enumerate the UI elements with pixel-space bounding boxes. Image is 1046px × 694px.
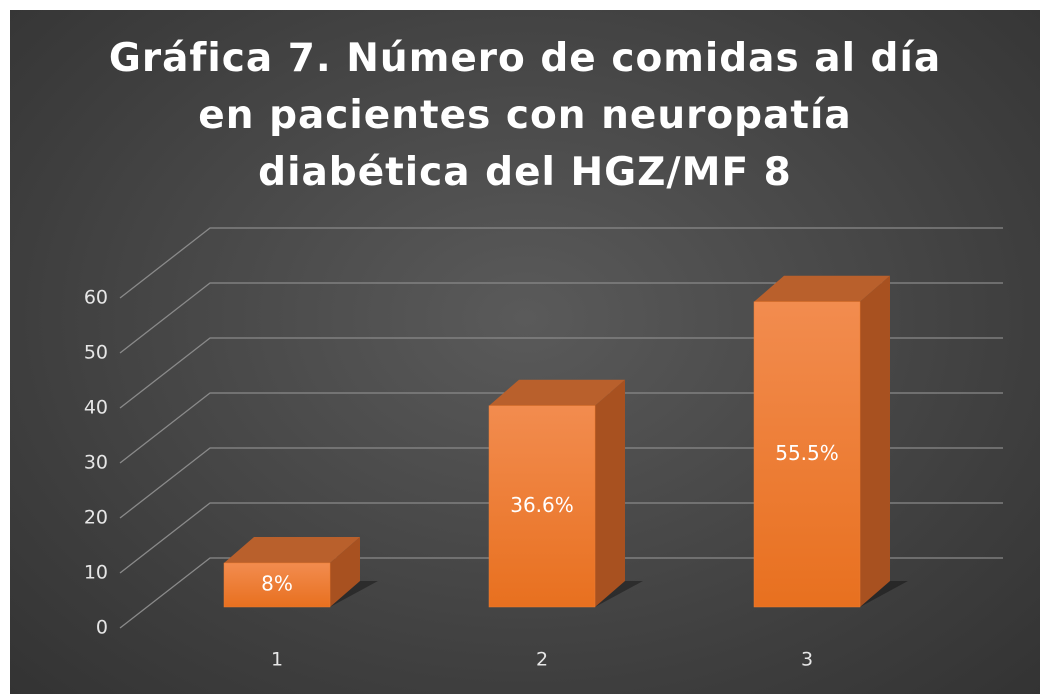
y-tick-label: 40 xyxy=(84,397,108,419)
grid-line xyxy=(119,392,1003,464)
bar xyxy=(488,405,596,608)
chart: 0 10 20 30 40 50 60 1 8% 2 36.6% 3 55.5% xyxy=(84,227,1003,671)
y-tick-label: 50 xyxy=(84,342,108,364)
bar-top xyxy=(754,275,890,302)
bar xyxy=(753,301,861,608)
grid-line xyxy=(119,227,1003,299)
y-tick-label: 60 xyxy=(84,287,108,309)
grid-line xyxy=(119,502,1003,574)
y-tick-label: 30 xyxy=(84,452,108,474)
x-tick-label: 2 xyxy=(536,649,548,671)
bar-top xyxy=(224,537,360,563)
bar-side xyxy=(860,275,890,607)
y-tick-label: 10 xyxy=(84,562,108,584)
grid-line xyxy=(119,337,1003,409)
bar-side xyxy=(595,379,625,607)
data-label: 36.6% xyxy=(510,493,574,517)
chart-area: 0 10 20 30 40 50 60 1 8% 2 36.6% 3 55.5% Gráfica 7. … xyxy=(10,10,1040,694)
y-tick-label: 20 xyxy=(84,507,108,529)
data-label: 55.5% xyxy=(775,441,839,465)
data-label: 8% xyxy=(261,572,293,596)
x-tick-label: 3 xyxy=(801,649,813,671)
bar xyxy=(223,562,331,608)
bar-top xyxy=(489,379,625,406)
grid-line xyxy=(119,447,1003,519)
bar-side xyxy=(330,537,360,607)
chart-title: Gráfica 7. Número de comidas al día en p… xyxy=(108,36,942,195)
grid-line xyxy=(119,282,1003,354)
grid-line xyxy=(119,557,1003,629)
x-tick-label: 1 xyxy=(271,649,283,671)
y-tick-label: 0 xyxy=(96,617,108,639)
